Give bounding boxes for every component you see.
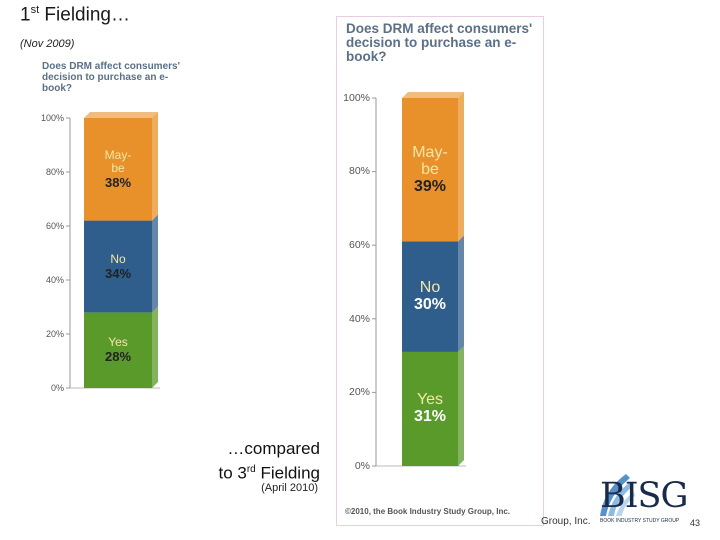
chart1-segment-value: 28% [104,349,132,365]
chart1-tick-label: 0% [50,382,64,393]
chart2-panel [336,16,544,526]
chart1-tick-label: 40% [45,274,64,285]
chart1-title: Does DRM affect consumers' decision to p… [42,61,180,94]
title-suffix: st [30,4,40,16]
chart2-bar-top [402,92,464,98]
chart1-segment-label: Yes [108,335,128,350]
chart2-tick-label: 80% [348,165,370,178]
chart2-title: Does DRM affect consumers' decision to p… [346,21,533,64]
chart2-tick-label: 60% [348,238,370,251]
chart2-tick-label: 40% [348,312,370,325]
chart1-bar-maybe [84,118,152,221]
chart1-segment-label: No [110,251,126,266]
chart2-segment-label: No [419,279,441,297]
chart2-tick-label: 0% [354,459,370,472]
compared-caption: …compared to 3rd Fielding [180,438,320,484]
chart1-segment-label: May- be [104,147,132,175]
third-fielding-date: (April 2010) [261,482,318,494]
chart2-bar-maybe [402,98,458,242]
chart2-bar-side-no [458,235,464,352]
chart1-tick-label: 20% [45,328,64,339]
bisg-logo-text: BISG [600,476,688,516]
chart2-bar-yes [402,351,458,466]
bisg-logo-icon [600,474,635,516]
chart2-segment-value: 39% [413,177,447,195]
compared-line2-sup: rd [246,464,256,475]
chart2-tick-label: 100% [343,91,370,104]
compared-line2-pre: to 3 [218,463,247,483]
chart1-tick-label: 100% [40,112,64,123]
chart1-tick-label: 60% [45,220,64,231]
compared-line2-post: Fielding [255,463,320,483]
chart2-tick-label: 20% [348,386,370,399]
compared-line2: to 3rd Fielding [180,459,320,484]
compared-line1: …compared [227,439,320,458]
chart2-copyright: ©2010, the Book Industry Study Group, In… [345,507,511,516]
first-fielding-date: (Nov 2009) [20,38,75,50]
chart2-bar-side-maybe [458,92,464,242]
page-number: 43 [690,518,701,528]
title-number: 1 [20,4,31,26]
chart1-bar-side-no [152,214,158,313]
chart1-bar-side-maybe [152,112,158,221]
chart1-bar-yes [84,312,152,388]
chart2-segment-label: Yes [416,391,444,409]
chart1-bar-top [84,112,158,118]
chart1-segment-value: 34% [104,265,132,281]
chart2-bar-side-yes [458,345,464,466]
chart1-bar-side-yes [152,306,158,388]
bisg-logo-subtext: BOOK INDUSTRY STUDY GROUP [600,518,680,524]
chart1-bar-no [84,220,152,313]
chart2-segment-label: May- be [412,143,448,178]
slide-title: 1st Fielding… [20,4,130,26]
title-text: Fielding… [39,4,130,26]
footer-org: Group, Inc. [541,516,591,527]
chart2-bar-no [402,241,458,352]
chart1-segment-value: 38% [104,174,132,190]
chart2-segment-value: 30% [413,296,447,314]
chart1-tick-label: 80% [45,166,64,177]
chart2-segment-value: 31% [413,408,447,426]
